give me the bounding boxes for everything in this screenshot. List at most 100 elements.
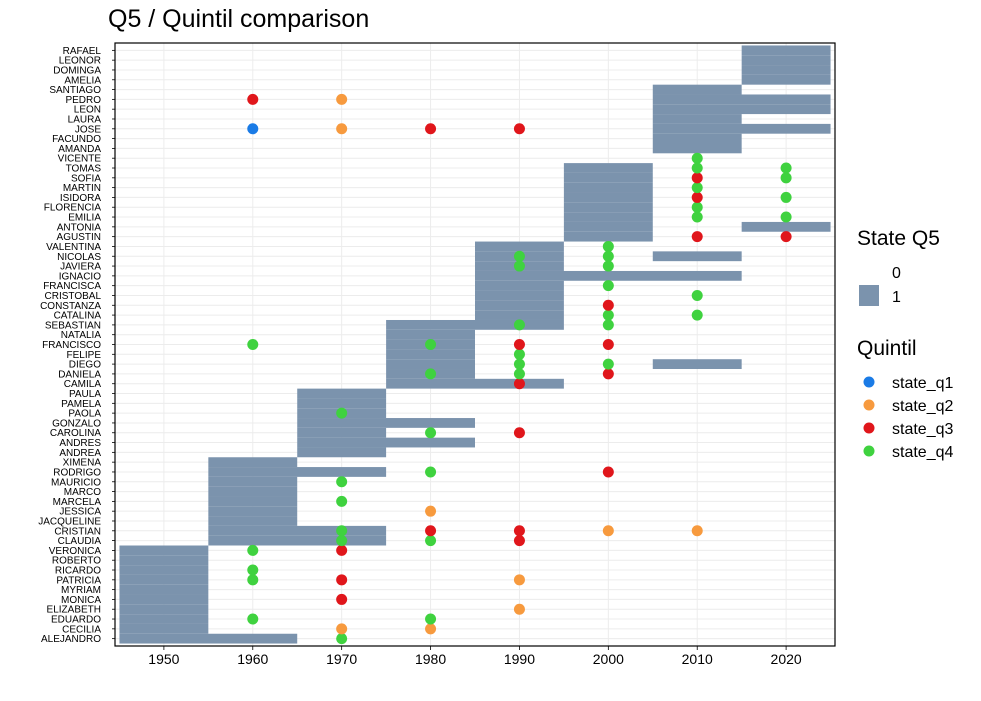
q5-bar (475, 241, 564, 252)
point-state_q4 (513, 260, 525, 272)
y-tick-label: ISIDORA (60, 193, 101, 204)
x-tick-label: 1980 (415, 651, 446, 667)
q5-bar (208, 467, 387, 477)
q5-bar (208, 476, 298, 487)
y-tick-label: FLORENCIA (44, 203, 102, 214)
y-tick-label: MAURICIO (51, 477, 101, 488)
y-tick-label: MARCO (64, 487, 101, 498)
y-tick-label: CONSTANZA (40, 301, 101, 312)
q5-bar (297, 437, 475, 448)
y-tick-label: CLAUDIA (58, 536, 102, 547)
y-tick-label: DOMINGA (53, 65, 101, 76)
y-tick-label: DIEGO (69, 360, 101, 371)
q5-bar (208, 506, 298, 517)
point-state_q4 (336, 535, 348, 547)
point-state_q4 (602, 250, 614, 262)
q5-bar (208, 486, 298, 497)
y-tick-label: PAULA (69, 389, 101, 400)
q5-bar (119, 574, 209, 585)
q5-bar (119, 555, 209, 566)
y-tick-label: AGUSTIN (57, 232, 101, 243)
q5-bar (297, 418, 475, 428)
point-state_q4 (691, 289, 703, 301)
y-tick-label: FACUNDO (52, 134, 101, 145)
point-state_q3 (336, 544, 348, 556)
y-tick-label: FRANCISCO (42, 340, 101, 351)
y-tick-label: PATRICIA (56, 575, 101, 586)
legend-q5-swatch-1 (859, 285, 879, 306)
point-state_q3 (425, 525, 437, 537)
point-state_q3 (513, 339, 525, 350)
point-state_q4 (691, 201, 703, 213)
y-tick-label: LAURA (68, 114, 102, 125)
point-state_q3 (780, 231, 792, 243)
point-state_q2 (513, 574, 525, 586)
legend-q5-title: State Q5 (857, 227, 940, 250)
x-tick-label: 1990 (504, 651, 535, 667)
q5-bar (297, 447, 387, 458)
y-axis: ALEJANDROCECILIAEDUARDOELIZABETHMONICAMY… (38, 46, 115, 645)
point-state_q4 (336, 633, 348, 645)
y-tick-label: JAVIERA (60, 262, 101, 273)
point-state_q2 (513, 603, 525, 615)
y-tick-label: EMILIA (68, 213, 101, 224)
y-tick-label: GONZALO (52, 418, 101, 429)
y-tick-label: IGNACIO (59, 271, 101, 282)
x-tick-label: 1960 (237, 651, 268, 667)
point-state_q2 (336, 623, 348, 635)
y-tick-label: NATALIA (61, 330, 102, 341)
point-state_q4 (425, 466, 437, 478)
q5-bar (386, 329, 475, 340)
y-tick-label: MARCELA (53, 497, 102, 508)
y-tick-label: AMELIA (64, 75, 101, 86)
q5-bar (475, 310, 564, 320)
q5-bar (563, 172, 653, 183)
q5-bar (119, 545, 209, 556)
q5-bar (563, 192, 653, 203)
point-state_q4 (602, 319, 614, 331)
q5-bar (741, 55, 831, 66)
y-tick-label: MONICA (61, 595, 101, 606)
x-tick-label: 2010 (682, 651, 713, 667)
y-tick-label: CAMILA (64, 379, 102, 390)
q5-bar (119, 623, 209, 634)
point-state_q4 (513, 319, 525, 331)
q5-bar (563, 221, 653, 232)
y-tick-label: LEON (74, 105, 101, 116)
y-tick-label: ROBERTO (52, 556, 101, 567)
q5-bar (741, 45, 831, 56)
point-state_q4 (780, 191, 792, 203)
legend-quintil-dot-q3 (863, 422, 875, 434)
y-tick-label: PEDRO (65, 95, 101, 106)
point-state_q4 (691, 211, 703, 223)
y-tick-label: SEBASTIAN (45, 320, 101, 331)
q5-bar (563, 231, 653, 242)
point-state_q4 (336, 495, 348, 507)
point-state_q1 (247, 123, 259, 135)
q5-bar (208, 496, 298, 507)
q5-bar (386, 359, 475, 370)
q5-bar (652, 94, 831, 105)
y-tick-label: NICOLAS (57, 252, 101, 263)
y-tick-label: MARTIN (63, 183, 101, 194)
y-tick-label: ANDREA (59, 448, 101, 459)
point-state_q4 (247, 339, 259, 350)
q5-bar (297, 427, 387, 438)
y-tick-label: TOMAS (66, 164, 102, 175)
q5-bar (741, 221, 831, 232)
y-tick-label: JACQUELINE (38, 516, 101, 527)
point-state_q3 (513, 378, 525, 390)
y-tick-label: RODRIGO (53, 467, 101, 478)
y-tick-label: JOSE (75, 124, 101, 135)
point-state_q4 (602, 309, 614, 321)
legend-quintil-label-q4: state_q4 (892, 444, 953, 461)
y-tick-label: VERONICA (49, 546, 102, 557)
q5-bar (119, 604, 209, 615)
point-state_q4 (247, 613, 259, 625)
y-tick-label: EDUARDO (51, 615, 101, 626)
q5-bar (119, 614, 209, 624)
point-state_q3 (513, 427, 525, 439)
point-state_q4 (425, 427, 437, 439)
y-tick-label: XIMENA (63, 458, 102, 469)
